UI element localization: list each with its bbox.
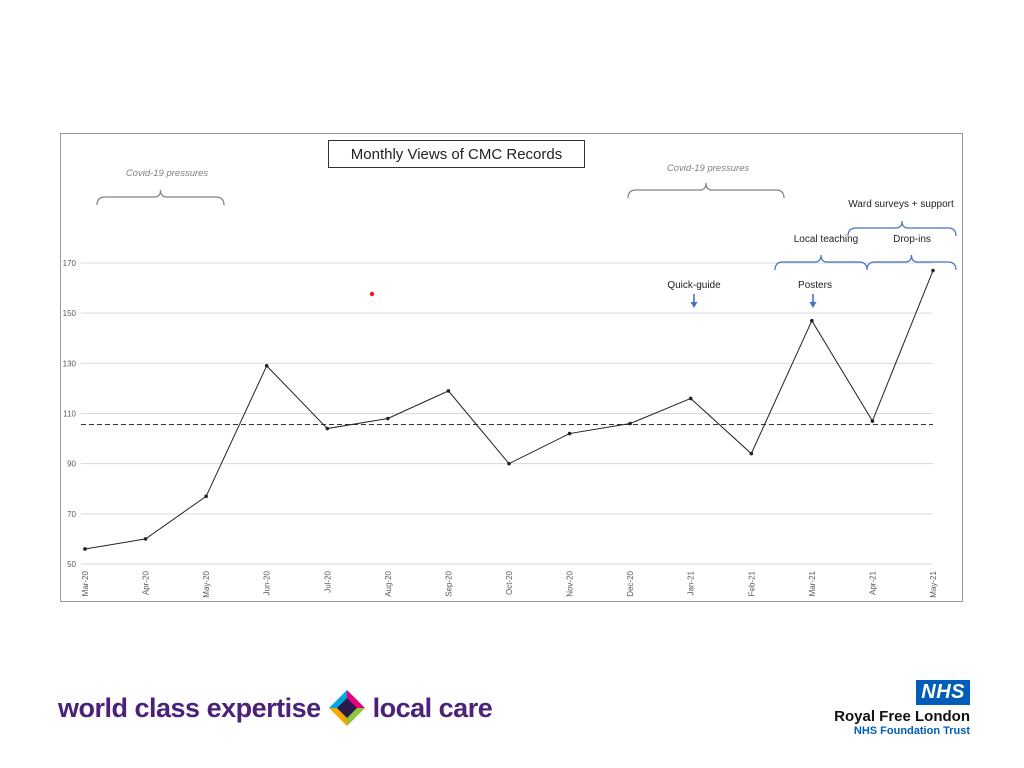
org-subtitle: NHS Foundation Trust bbox=[853, 725, 970, 737]
data-point bbox=[628, 421, 632, 426]
x-tick-label: Oct-20 bbox=[505, 570, 514, 595]
data-point bbox=[204, 494, 208, 499]
data-point bbox=[386, 416, 390, 421]
x-tick-label: Nov-20 bbox=[566, 570, 575, 596]
local-teaching-brace bbox=[774, 254, 868, 271]
chart-frame: Monthly Views of CMC Records 50 70 90 110 13… bbox=[60, 133, 963, 602]
drop-ins-label: Drop-ins bbox=[893, 234, 931, 245]
x-tick-label: Apr-21 bbox=[868, 570, 877, 595]
y-tick-label: 70 bbox=[67, 510, 76, 519]
local-teaching-label: Local teaching bbox=[794, 234, 859, 245]
covid-right-label: Covid-19 pressures bbox=[667, 163, 750, 174]
quick-guide-arrow-head bbox=[690, 302, 698, 308]
covid-left-brace bbox=[96, 189, 225, 206]
ward-surveys-label: Ward surveys + support bbox=[848, 199, 954, 210]
data-point bbox=[264, 364, 269, 368]
drop-ins-brace bbox=[866, 254, 957, 271]
nhs-branding: NHS Royal Free London NHS Foundation Tru… bbox=[834, 680, 970, 737]
tagline-left: world class expertise bbox=[58, 692, 321, 723]
nhs-logo: NHS bbox=[916, 680, 970, 705]
y-tick-label: 150 bbox=[63, 309, 77, 318]
x-tick-label: Jan-21 bbox=[687, 570, 696, 595]
x-tick-label: Jul-20 bbox=[323, 570, 332, 592]
data-point bbox=[870, 419, 875, 423]
x-tick-label: May-20 bbox=[202, 570, 211, 597]
posters-arrow-head bbox=[809, 302, 817, 308]
series-line bbox=[84, 270, 934, 550]
ward-surveys-brace bbox=[847, 220, 957, 237]
data-point bbox=[507, 461, 511, 466]
x-tick-label: May-21 bbox=[929, 570, 938, 597]
x-tick-label: Aug-20 bbox=[384, 570, 393, 596]
data-point bbox=[83, 547, 87, 551]
data-point bbox=[931, 268, 935, 273]
x-tick-label: Sep-20 bbox=[444, 570, 453, 596]
x-tick-label: Dec-20 bbox=[626, 570, 635, 596]
covid-right-brace bbox=[627, 182, 785, 199]
data-point bbox=[567, 431, 572, 436]
data-point bbox=[688, 396, 693, 401]
data-point bbox=[749, 451, 754, 456]
chart-title: Monthly Views of CMC Records bbox=[328, 140, 585, 168]
diamond-logo-icon bbox=[328, 690, 365, 726]
y-tick-label: 110 bbox=[63, 410, 76, 419]
y-tick-label: 130 bbox=[63, 359, 77, 368]
posters-label: Posters bbox=[798, 280, 832, 291]
data-point bbox=[446, 389, 451, 393]
x-tick-label: Apr-20 bbox=[142, 570, 151, 595]
data-point bbox=[810, 318, 814, 323]
data-point bbox=[143, 537, 148, 541]
quick-guide-label: Quick-guide bbox=[667, 280, 721, 291]
x-tick-label: Jun-20 bbox=[263, 570, 272, 595]
data-point bbox=[325, 426, 330, 431]
y-tick-label: 170 bbox=[63, 259, 77, 268]
covid-left-label: Covid-19 pressures bbox=[126, 168, 209, 179]
y-tick-label: 90 bbox=[67, 460, 76, 469]
tagline-right: local care bbox=[372, 692, 493, 723]
line-chart: 50 70 90 110 130 150 170 Mar-20 Apr-20 May-20 Jun-… bbox=[63, 163, 957, 598]
x-tick-label: Feb-21 bbox=[747, 570, 756, 596]
x-tick-label: Mar-20 bbox=[81, 570, 90, 596]
y-tick-label: 50 bbox=[67, 560, 76, 569]
tagline: world class expertise local care bbox=[58, 690, 493, 726]
red-marker-point bbox=[369, 291, 375, 297]
x-tick-label: Mar-21 bbox=[808, 570, 817, 596]
org-name: Royal Free London bbox=[834, 708, 970, 725]
